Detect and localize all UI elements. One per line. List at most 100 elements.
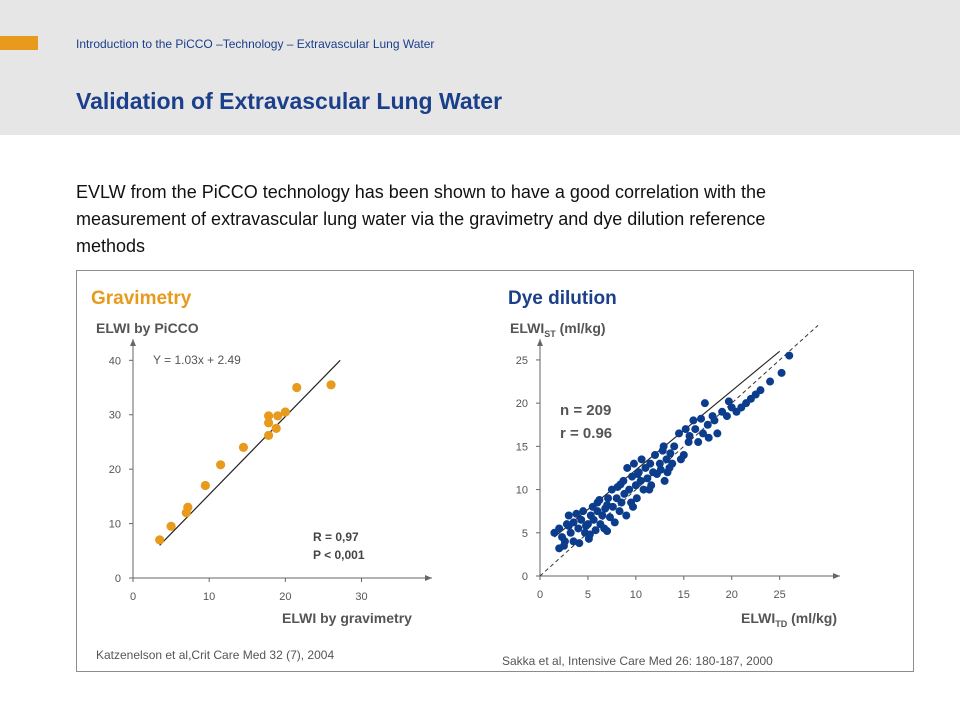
dye-y-label: ELWIST (ml/kg) — [510, 320, 606, 339]
dye-point — [636, 476, 645, 485]
dye-x-tick-label: 25 — [774, 589, 786, 601]
gravimetry-point — [292, 382, 302, 393]
gravimetry-y-tick-label: 10 — [109, 519, 121, 531]
dye-point — [724, 397, 733, 406]
dye-point — [628, 502, 637, 511]
dye-dilution-title: Dye dilution — [508, 288, 617, 309]
gravimetry-y-tick-label: 30 — [109, 410, 121, 422]
dye-point — [589, 515, 598, 524]
breadcrumb: Introduction to the PiCCO –Technology – … — [76, 37, 435, 51]
dye-point — [685, 431, 694, 440]
gravimetry-regression-line — [159, 359, 341, 546]
dye-point — [704, 433, 713, 442]
dye-point — [756, 386, 765, 395]
dye-point — [601, 504, 610, 513]
dye-y-tick-label: 15 — [516, 441, 528, 453]
dye-point — [663, 468, 672, 477]
dye-point — [700, 399, 709, 408]
dye-point — [575, 539, 584, 548]
dye-n-value: n = 209 — [560, 402, 612, 419]
dye-x-label-sub: TD — [775, 618, 788, 629]
dye-point — [604, 494, 613, 503]
dye-point — [684, 438, 693, 447]
dye-r-value: r = 0.96 — [560, 425, 613, 442]
gravimetry-r-value: R = 0,97 — [313, 530, 359, 544]
dye-point — [582, 521, 591, 530]
dye-point — [564, 521, 573, 530]
dye-point — [598, 511, 607, 520]
dye-point — [637, 455, 646, 464]
dye-point — [645, 485, 654, 494]
dye-x-tick-label: 5 — [585, 589, 591, 601]
gravimetry-point — [216, 460, 226, 470]
gravimetry-x-tick-label: 0 — [130, 591, 136, 603]
gravimetry-x-axis-arrow — [425, 575, 432, 581]
dye-point — [656, 465, 665, 474]
dye-identity-line — [539, 324, 819, 577]
dye-y-tick-label: 20 — [516, 398, 528, 410]
dye-y-label-unit: (ml/kg) — [559, 320, 606, 336]
gravimetry-point — [238, 442, 249, 452]
dye-point — [608, 502, 617, 511]
gravimetry-x-tick-label: 10 — [203, 591, 215, 603]
dye-point — [777, 368, 786, 377]
gravimetry-y-axis-arrow — [130, 339, 136, 346]
dye-point — [675, 429, 683, 438]
gravimetry-citation: Katzenelson et al,Crit Care Med 32 (7), … — [96, 648, 335, 662]
dye-point — [632, 494, 641, 503]
dye-point — [651, 451, 660, 459]
dye-point — [713, 429, 722, 438]
dye-point — [605, 513, 614, 522]
dye-point — [595, 495, 604, 504]
dye-point — [742, 399, 751, 408]
dye-point — [629, 459, 638, 468]
dye-point — [698, 429, 707, 438]
dye-point — [691, 425, 700, 434]
dye-y-axis-arrow — [537, 339, 543, 346]
dye-y-tick-label: 25 — [516, 355, 528, 367]
gravimetry-point — [263, 411, 274, 421]
dye-point — [639, 485, 648, 494]
gravimetry-point — [200, 480, 210, 491]
dye-x-tick-label: 0 — [537, 589, 543, 601]
dye-point — [615, 507, 624, 516]
gravimetry-p-value: P < 0,001 — [313, 548, 365, 562]
gravimetry-point — [326, 380, 336, 390]
dye-point — [697, 414, 706, 423]
dye-y-label-main: ELWI — [510, 320, 545, 336]
gravimetry-point — [263, 418, 274, 428]
gravimetry-point — [183, 502, 193, 512]
dye-point — [577, 515, 586, 524]
dye-point — [666, 449, 675, 458]
gravimetry-y-label: ELWI by PiCCO — [96, 320, 199, 336]
dye-x-axis-arrow — [833, 573, 840, 579]
dye-point — [646, 459, 655, 468]
gravimetry-y-tick-label: 20 — [109, 464, 121, 476]
dye-x-tick-label: 15 — [678, 589, 690, 601]
dye-point — [622, 511, 631, 520]
header-band — [0, 0, 960, 135]
gravimetry-point — [166, 521, 176, 531]
dye-point — [766, 377, 775, 386]
gravimetry-y-tick-label: 0 — [115, 573, 121, 585]
dye-point — [566, 528, 575, 537]
intro-text: EVLW from the PiCCO technology has been … — [76, 182, 767, 256]
dye-point — [579, 507, 588, 516]
gravimetry-title: Gravimetry — [91, 288, 192, 309]
dye-y-tick-label: 5 — [522, 528, 528, 540]
gravimetry-point — [263, 430, 274, 441]
dye-point — [670, 442, 679, 451]
dye-y-label-sub: ST — [544, 328, 556, 339]
page-title: Validation of Extravascular Lung Water — [76, 88, 503, 114]
gravimetry-x-tick-label: 20 — [279, 591, 291, 603]
gravimetry-point — [280, 407, 290, 417]
dye-point — [585, 530, 594, 539]
dye-point — [694, 438, 703, 447]
dye-x-label-main: ELWI — [741, 610, 776, 626]
dye-point — [555, 524, 564, 533]
dye-x-label: ELWITD (ml/kg) — [741, 610, 837, 629]
dye-point — [655, 459, 664, 468]
gravimetry-point — [273, 411, 283, 421]
dye-point — [643, 474, 652, 483]
